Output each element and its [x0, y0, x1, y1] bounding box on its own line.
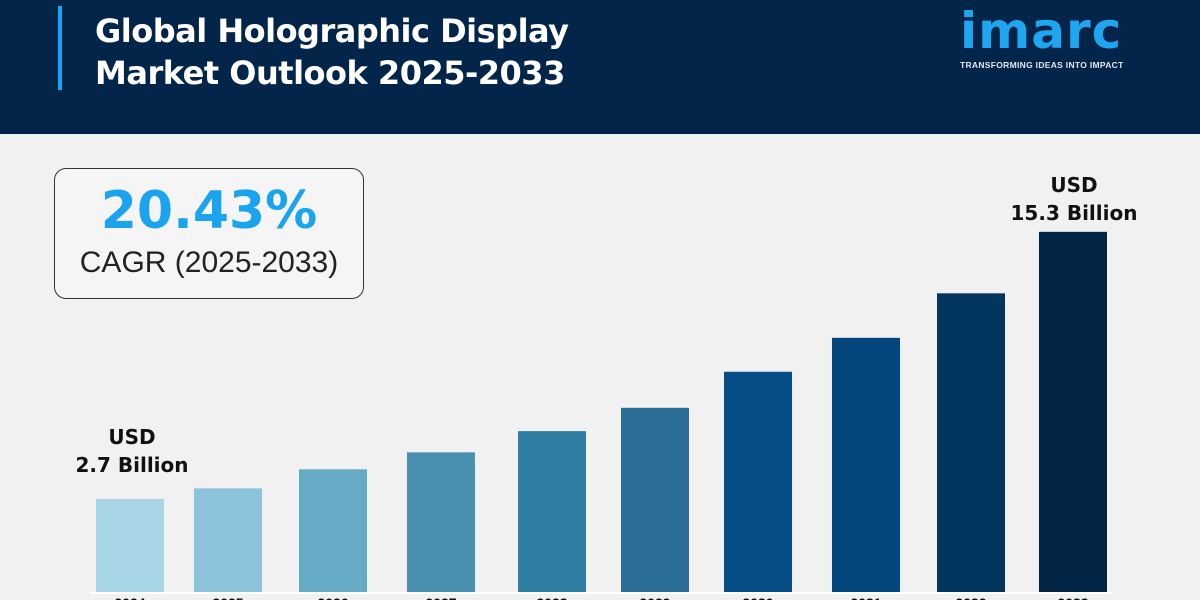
- end-value-callout: USD 15.3 Billion: [1010, 171, 1138, 227]
- title-line-1: Global Holographic Display: [95, 12, 569, 50]
- bar-2032: [937, 293, 1005, 592]
- bar-2029: [621, 407, 689, 592]
- title-accent-bar: [58, 6, 62, 90]
- x-tick-label: 2028: [536, 595, 567, 600]
- x-tick-label: 2026: [317, 595, 348, 600]
- header: Global Holographic Display Market Outloo…: [0, 0, 1200, 134]
- cagr-label: CAGR (2025-2033): [79, 246, 339, 279]
- logo-word: imarc: [960, 2, 1123, 60]
- bar-2024: [96, 498, 164, 592]
- end-callout-line1: USD: [1050, 173, 1098, 197]
- bar-2026: [299, 469, 367, 592]
- x-tick-label: 2025: [212, 595, 243, 600]
- cagr-value: 20.43%: [100, 181, 318, 241]
- bar-2030: [724, 371, 792, 592]
- imarc-logo: imarc TRANSFORMING IDEAS INTO IMPACT: [960, 6, 1170, 70]
- x-tick-label: 2031: [850, 595, 881, 600]
- bar-2033: [1039, 231, 1107, 592]
- logo-tagline: TRANSFORMING IDEAS INTO IMPACT: [960, 60, 1124, 70]
- bar-2031: [832, 337, 900, 592]
- x-tick-label: 2032: [955, 595, 986, 600]
- start-callout-line2: 2.7 Billion: [75, 453, 189, 477]
- x-tick-label: 2033: [1057, 595, 1088, 600]
- title-line-2: Market Outlook 2025-2033: [95, 54, 565, 92]
- bar-2027: [407, 452, 475, 592]
- x-tick-label: 2027: [425, 595, 456, 600]
- start-value-callout: USD 2.7 Billion: [70, 423, 194, 479]
- bar-2028: [518, 431, 586, 592]
- page-title: Global Holographic Display Market Outloo…: [95, 10, 569, 94]
- end-callout-line2: 15.3 Billion: [1010, 201, 1138, 225]
- cagr-box: 20.43% CAGR (2025-2033): [54, 168, 364, 299]
- start-callout-line1: USD: [108, 425, 156, 449]
- x-tick-label: 2024: [114, 595, 145, 600]
- x-tick-label: 2030: [742, 595, 773, 600]
- x-tick-label: 2029: [639, 595, 670, 600]
- bar-2025: [194, 488, 262, 592]
